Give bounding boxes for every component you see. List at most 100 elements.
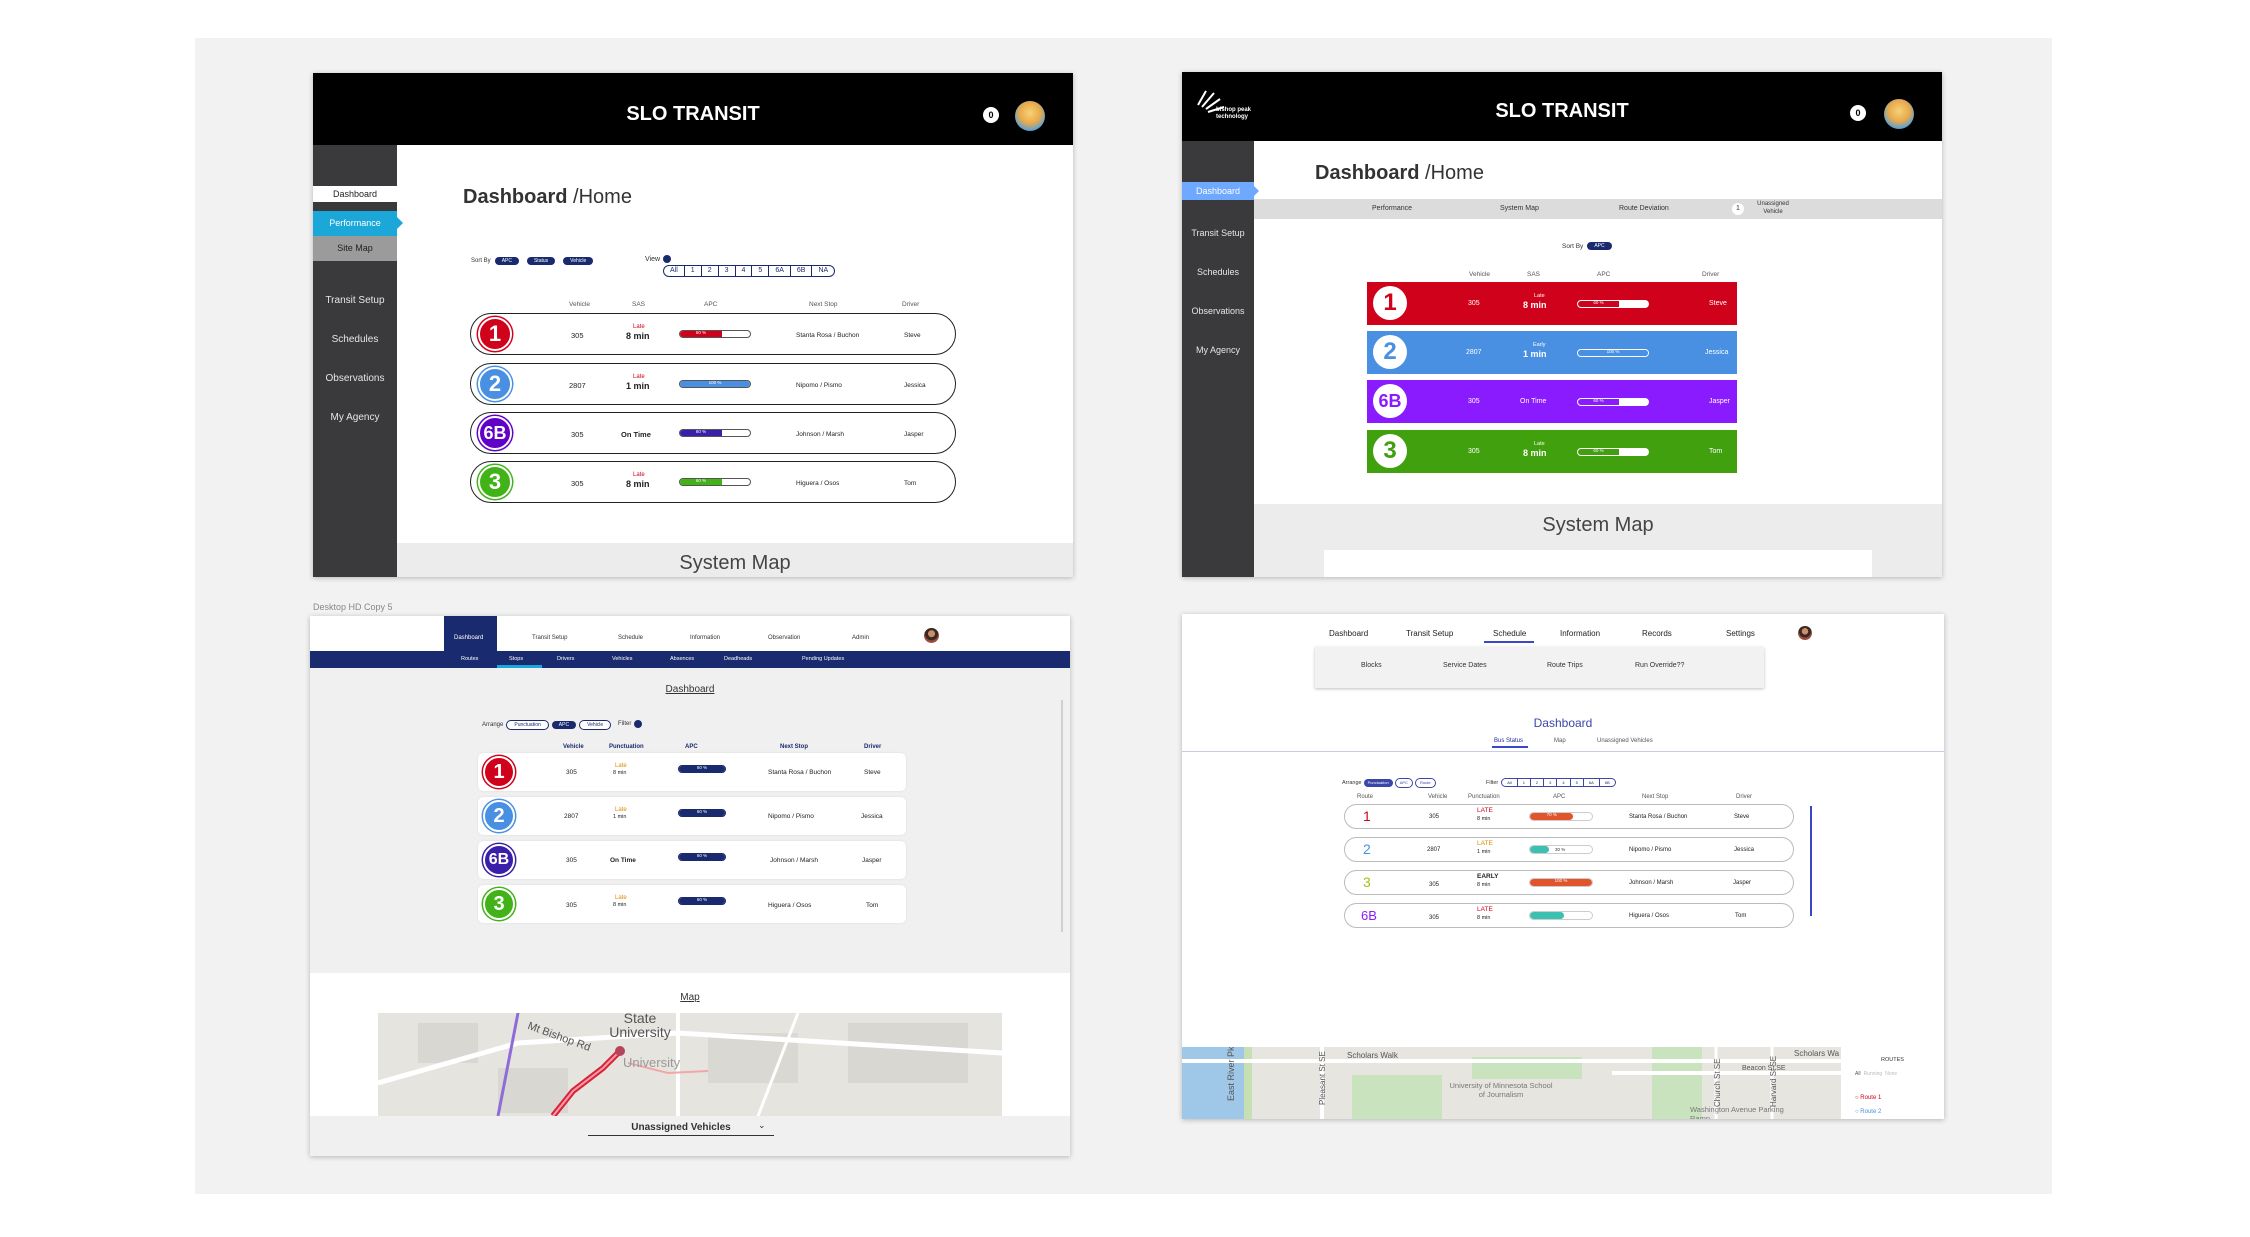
legend-route-2[interactable]: ○ Route 2 [1855, 1109, 1882, 1115]
filter-3[interactable]: 3 [1544, 779, 1558, 786]
nav-records[interactable]: Records [1642, 629, 1672, 638]
route-row[interactable]: 2 2807 LATE 1 min 30 % Nipomo / Pismo Je… [1344, 837, 1794, 862]
tab-system-map[interactable]: System Map [1500, 205, 1539, 212]
arrange-vehicle[interactable]: Vehicle [579, 720, 612, 730]
nav-schedule[interactable]: Schedule [1493, 629, 1527, 638]
view-5[interactable]: 5 [752, 266, 770, 276]
notification-icon[interactable]: 0 [1850, 105, 1866, 121]
route-row[interactable]: 6B 305 LATE 8 min Higuera / Osos Tom [1344, 903, 1794, 928]
filter-5[interactable]: 5 [1571, 779, 1584, 786]
nav-information[interactable]: Information [1560, 629, 1601, 638]
sort-vehicle-button[interactable]: Vehicle [563, 257, 594, 265]
subnav-stops[interactable]: Stops [509, 656, 524, 662]
nav-transit-setup[interactable]: Transit Setup [532, 635, 568, 641]
legend-none[interactable]: None [1885, 1071, 1898, 1077]
system-map-preview[interactable] [1324, 550, 1872, 577]
view-6a[interactable]: 6A [769, 266, 791, 276]
arrange-punctuation[interactable]: Punctuation [1363, 779, 1393, 787]
nav-dashboard[interactable]: Dashboard [1329, 629, 1369, 638]
route-map[interactable]: State University Mt Bishop Rd University [378, 1013, 1002, 1116]
arrange-route[interactable]: Route [1414, 778, 1436, 788]
sidebar-item-transit-setup[interactable]: Transit Setup [1191, 228, 1245, 238]
view-4[interactable]: 4 [736, 266, 753, 276]
sort-status-button[interactable]: Status [526, 257, 556, 265]
route-row[interactable]: 2 2807 Late 1 min 60 % Nipomo / Pismo Je… [478, 797, 906, 835]
avatar[interactable] [1015, 101, 1045, 131]
submenu-blocks[interactable]: Blocks [1361, 662, 1382, 669]
sidebar-item-dashboard[interactable]: Dashboard [1182, 182, 1254, 200]
view-na[interactable]: NA [818, 267, 829, 274]
sidebar-item-site-map[interactable]: Site Map [313, 236, 397, 261]
route-row[interactable]: 1 305 Late 8 min 60 % Stanta Rosa / Buch… [470, 313, 956, 355]
subnav-pending-updates[interactable]: Pending Updates [802, 656, 845, 662]
route-row[interactable]: 6B 305 On Time 60 % Jasper [1367, 380, 1737, 423]
legend-running[interactable]: Running [1863, 1071, 1883, 1077]
tab-bus-status[interactable]: Bus Status [1494, 738, 1524, 744]
sidebar-item-my-agency[interactable]: My Agency [1195, 345, 1241, 355]
avatar[interactable] [1798, 626, 1812, 640]
arrange-punctuation[interactable]: Punctuation [506, 720, 549, 730]
notification-icon[interactable]: 0 [983, 107, 999, 123]
avatar[interactable] [924, 628, 939, 643]
subnav-drivers[interactable]: Drivers [557, 656, 575, 662]
nav-admin[interactable]: Admin [852, 635, 870, 641]
route-row[interactable]: 6B 305 On Time 60 % Johnson / Marsh Jasp… [470, 412, 956, 454]
sidebar-item-observations[interactable]: Observations [325, 373, 385, 384]
sidebar-item-transit-setup[interactable]: Transit Setup [325, 295, 385, 306]
view-all[interactable]: All [664, 266, 685, 276]
legend-all[interactable]: All [1855, 1071, 1861, 1077]
filter-2[interactable]: 2 [1531, 779, 1545, 786]
sidebar-item-schedules[interactable]: Schedules [1196, 267, 1240, 277]
scrollbar[interactable] [1061, 700, 1063, 932]
unassigned-bar[interactable]: Unassigned Vehicles ⌄ [310, 1116, 1070, 1156]
system-map-panel[interactable]: System Map [397, 543, 1073, 577]
nav-transit-setup[interactable]: Transit Setup [1406, 629, 1454, 638]
nav-settings[interactable]: Settings [1726, 629, 1755, 638]
filter-icon[interactable] [634, 720, 643, 728]
filter-6a[interactable]: 6A [1584, 779, 1600, 786]
avatar[interactable] [1884, 99, 1914, 129]
subnav-vehicles[interactable]: Vehicles [612, 656, 633, 662]
route-row[interactable]: 2 2807 Late 1 min 100 % Nipomo / Pismo J… [470, 363, 956, 405]
legend-route-1[interactable]: ○ Route 1 [1855, 1095, 1882, 1101]
nav-dashboard[interactable]: Dashboard [454, 635, 484, 641]
route-row[interactable]: 3 305 Late 8 min 60 % Higuera / Osos Tom [478, 885, 906, 923]
submenu-route-trips[interactable]: Route Trips [1547, 662, 1583, 669]
route-map[interactable]: Scholars Walk Scholars Wa Beacon St SE U… [1182, 1047, 1944, 1119]
view-toggle-icon[interactable] [663, 255, 672, 263]
submenu-service-dates[interactable]: Service Dates [1443, 662, 1487, 669]
sort-apc-button[interactable]: APC [1587, 242, 1612, 250]
sidebar-item-my-agency[interactable]: My Agency [330, 412, 380, 423]
system-map-panel[interactable]: System Map [1254, 504, 1942, 577]
route-row[interactable]: 1 305 LATE 8 min 70 % Stanta Rosa / Buch… [1344, 804, 1794, 829]
tab-map[interactable]: Map [1554, 738, 1566, 744]
route-row[interactable]: 3 305 Late 8 min 60 % Tom [1367, 430, 1737, 473]
tab-route-deviation[interactable]: Route Deviation [1619, 205, 1669, 212]
arrange-apc[interactable]: APC [551, 721, 577, 729]
route-row[interactable]: 6B 305 On Time 60 % Johnson / Marsh Jasp… [478, 841, 906, 879]
chevron-down-icon[interactable]: ⌄ [758, 1120, 766, 1130]
sidebar-item-dashboard[interactable]: Dashboard [313, 186, 397, 202]
subnav-absences[interactable]: Absences [670, 656, 695, 662]
nav-schedule[interactable]: Schedule [618, 635, 644, 641]
nav-observation[interactable]: Observation [768, 635, 801, 641]
route-row[interactable]: 2 2807 Early 1 min 100 % Jessica [1367, 331, 1737, 374]
view-2[interactable]: 2 [702, 266, 719, 276]
route-row[interactable]: 1 305 Late 8 min 60 % Steve [1367, 282, 1737, 325]
nav-information[interactable]: Information [690, 635, 721, 641]
legend-toggle[interactable]: All Running None [1855, 1071, 1897, 1077]
view-3[interactable]: 3 [719, 266, 736, 276]
list-scroll-indicator[interactable] [1810, 806, 1812, 916]
sidebar-item-performance[interactable]: Performance [313, 211, 397, 236]
filter-6b[interactable]: 6B [1604, 780, 1610, 785]
tab-unassigned-vehicles[interactable]: Unassigned Vehicles [1597, 738, 1653, 744]
arrange-apc[interactable]: APC [1394, 778, 1413, 788]
filter-all[interactable]: All [1502, 779, 1518, 786]
submenu-run-override[interactable]: Run Override?? [1635, 662, 1685, 669]
route-row[interactable]: 3 305 Late 8 min 60 % Higuera / Osos Tom [470, 461, 956, 503]
route-row[interactable]: 1 305 Late 8 min 60 % Stanta Rosa / Buch… [478, 753, 906, 791]
filter-4[interactable]: 4 [1557, 779, 1571, 786]
subnav-routes[interactable]: Routes [461, 656, 479, 662]
sort-apc-button[interactable]: APC [494, 257, 519, 265]
filter-1[interactable]: 1 [1518, 779, 1531, 786]
